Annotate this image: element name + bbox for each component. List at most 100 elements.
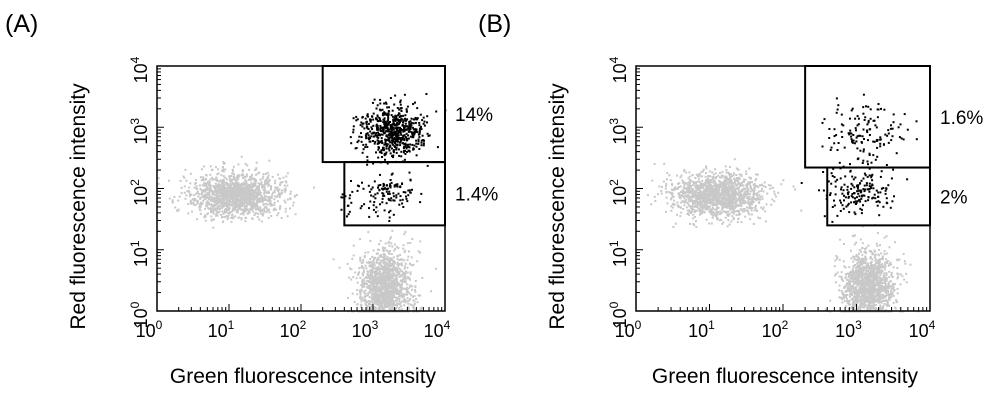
data-point	[686, 209, 689, 212]
data-point	[255, 205, 258, 207]
data-point	[734, 202, 737, 205]
data-point	[761, 208, 764, 211]
data-point	[410, 304, 413, 306]
data-point	[374, 193, 377, 196]
data-point	[668, 191, 671, 194]
data-point	[381, 108, 384, 111]
data-point	[390, 124, 392, 127]
data-point	[682, 181, 685, 184]
data-point	[404, 122, 407, 125]
data-point	[394, 299, 397, 302]
data-point	[711, 197, 714, 200]
data-point	[385, 303, 388, 306]
data-point	[267, 183, 270, 186]
data-point	[379, 134, 381, 137]
data-point	[409, 273, 412, 276]
data-point	[382, 185, 385, 188]
data-point	[753, 184, 756, 187]
data-point	[284, 189, 287, 192]
data-point	[390, 236, 392, 239]
data-point	[671, 184, 674, 186]
data-point	[696, 175, 699, 178]
data-point	[267, 203, 270, 206]
data-point	[387, 192, 389, 195]
data-point	[390, 283, 393, 286]
data-point	[691, 205, 694, 208]
data-point	[393, 261, 396, 264]
data-point	[377, 156, 380, 159]
data-point	[238, 195, 241, 198]
data-point	[395, 140, 398, 143]
data-point	[681, 190, 684, 193]
data-point	[389, 295, 391, 298]
data-point	[711, 186, 714, 189]
data-point	[270, 203, 273, 206]
data-point	[208, 188, 211, 191]
data-point	[370, 194, 373, 197]
data-point	[258, 200, 261, 203]
data-point	[359, 295, 362, 298]
data-point	[383, 117, 386, 120]
data-point	[377, 298, 380, 301]
data-point	[708, 199, 710, 202]
data-point	[225, 199, 228, 202]
data-point	[740, 175, 743, 178]
data-point	[391, 143, 394, 146]
data-point	[216, 179, 218, 182]
data-point	[265, 172, 267, 175]
data-point	[390, 285, 393, 288]
data-point	[750, 200, 753, 203]
data-point	[264, 199, 267, 202]
data-point	[407, 250, 410, 253]
data-point	[197, 195, 200, 198]
data-point	[408, 262, 411, 265]
data-point	[703, 188, 706, 191]
data-point	[745, 201, 747, 204]
data-point	[386, 162, 389, 165]
data-point	[704, 208, 707, 211]
panel-label: (B)	[478, 10, 511, 38]
data-point	[367, 285, 370, 287]
data-point	[379, 292, 382, 295]
data-point	[756, 210, 759, 212]
data-point	[208, 187, 211, 190]
data-point	[402, 147, 405, 150]
data-point	[385, 113, 388, 116]
data-point	[233, 190, 235, 193]
data-point	[396, 144, 399, 147]
data-point	[221, 181, 224, 184]
y-axis-title: Red fluorescence intensity	[67, 83, 90, 330]
data-point	[685, 187, 688, 190]
data-point	[233, 206, 236, 208]
data-point	[375, 270, 378, 273]
data-point	[240, 195, 243, 198]
data-point	[367, 279, 370, 282]
data-point	[686, 201, 689, 204]
data-point	[756, 192, 759, 195]
data-point	[395, 183, 398, 186]
tick-exponent: 2	[300, 318, 307, 332]
data-point	[272, 191, 275, 194]
data-point	[241, 173, 244, 176]
data-point	[405, 270, 408, 273]
data-point	[404, 153, 407, 155]
data-point	[403, 280, 406, 283]
data-point	[389, 305, 392, 308]
data-point	[244, 220, 247, 223]
data-point	[390, 130, 393, 133]
data-point	[214, 196, 217, 199]
data-point	[688, 205, 691, 208]
data-point	[177, 199, 180, 202]
data-point	[282, 176, 285, 179]
data-point	[370, 300, 373, 303]
data-point	[706, 201, 709, 204]
data-point	[406, 297, 409, 300]
data-point	[698, 180, 701, 183]
data-point	[727, 203, 729, 206]
data-point	[686, 194, 689, 197]
data-point	[362, 143, 365, 146]
data-point	[362, 272, 365, 275]
data-point	[390, 114, 393, 117]
data-point	[402, 121, 404, 124]
data-point	[364, 134, 367, 137]
